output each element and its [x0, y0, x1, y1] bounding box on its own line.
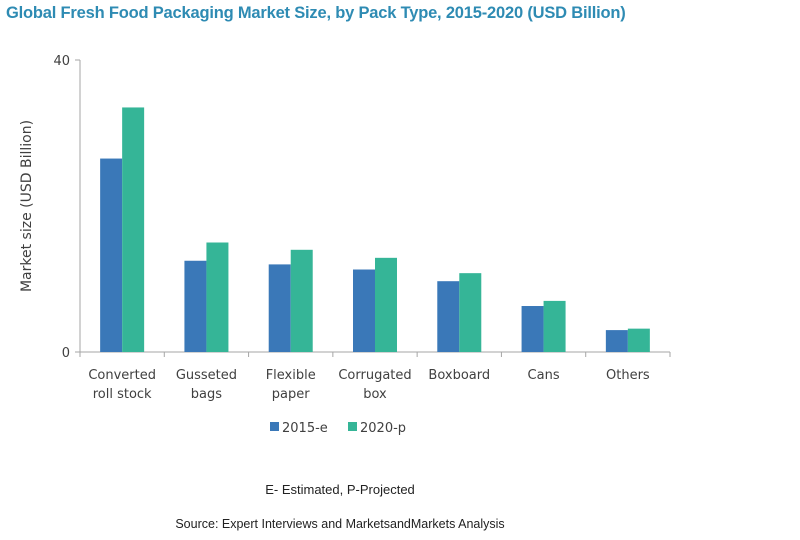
bar-2020-p-5 — [543, 300, 566, 352]
category-label: Gusseted bags — [176, 368, 237, 402]
bar-2020-p-3 — [375, 257, 397, 352]
category-label: Corrugated box — [338, 368, 411, 402]
category-label-line: Converted — [88, 368, 156, 383]
legend-swatch-2015-e — [270, 422, 279, 431]
category-label-line: box — [363, 387, 387, 402]
estimate-note: E- Estimated, P-Projected — [265, 482, 415, 497]
category-label-line: bags — [191, 387, 222, 402]
bar-2015-e-0 — [100, 158, 123, 352]
bar-2020-p-6 — [627, 328, 650, 352]
category-label: Cans — [528, 368, 560, 383]
y-tick-label: 40 — [53, 54, 70, 69]
bar-2015-e-3 — [353, 269, 375, 352]
legend-label-2015-e: 2015-e — [282, 421, 328, 436]
y-axis-title: Market size (USD Billion) — [19, 120, 35, 292]
bar-2015-e-4 — [437, 281, 460, 352]
legend-swatch-2020-p — [348, 422, 357, 431]
bar-2015-e-5 — [521, 306, 544, 352]
bar-2020-p-2 — [290, 249, 313, 352]
category-label: Converted roll stock — [88, 368, 156, 402]
x-axis — [79, 351, 671, 357]
source-note: Source: Expert Interviews and Marketsand… — [175, 517, 505, 531]
bar-chart: 0 40 Converted roll stock Gusseted bags Flexi… — [19, 54, 671, 436]
category-label-line: Cans — [528, 368, 560, 383]
category-label-line: Corrugated — [338, 368, 411, 383]
bar-2015-e-6 — [605, 330, 628, 352]
category-label: Others — [606, 368, 650, 383]
category-label-line: Gusseted — [176, 368, 237, 383]
category-label: Boxboard — [428, 368, 490, 383]
category-label-line: paper — [272, 387, 310, 402]
chart-title: Global Fresh Food Packaging Market Size,… — [6, 4, 626, 22]
category-label-line: Flexible — [266, 368, 316, 383]
y-tick-label: 0 — [62, 346, 70, 361]
y-axis: 0 40 — [53, 54, 81, 361]
bar-2015-e-2 — [268, 264, 291, 352]
category-label-line: Boxboard — [428, 368, 490, 383]
bar-2015-e-1 — [184, 260, 207, 352]
legend: 2015-e 2020-p — [270, 421, 406, 436]
bar-2020-p-0 — [122, 107, 145, 352]
bar-2020-p-1 — [206, 242, 229, 352]
category-label: Flexible paper — [266, 368, 316, 402]
bars — [100, 107, 650, 352]
category-label-line: roll stock — [93, 387, 152, 402]
category-labels: Converted roll stock Gusseted bags Flexible p… — [88, 368, 650, 402]
legend-label-2020-p: 2020-p — [360, 421, 406, 436]
category-label-line: Others — [606, 368, 650, 383]
bar-2020-p-4 — [459, 273, 482, 352]
